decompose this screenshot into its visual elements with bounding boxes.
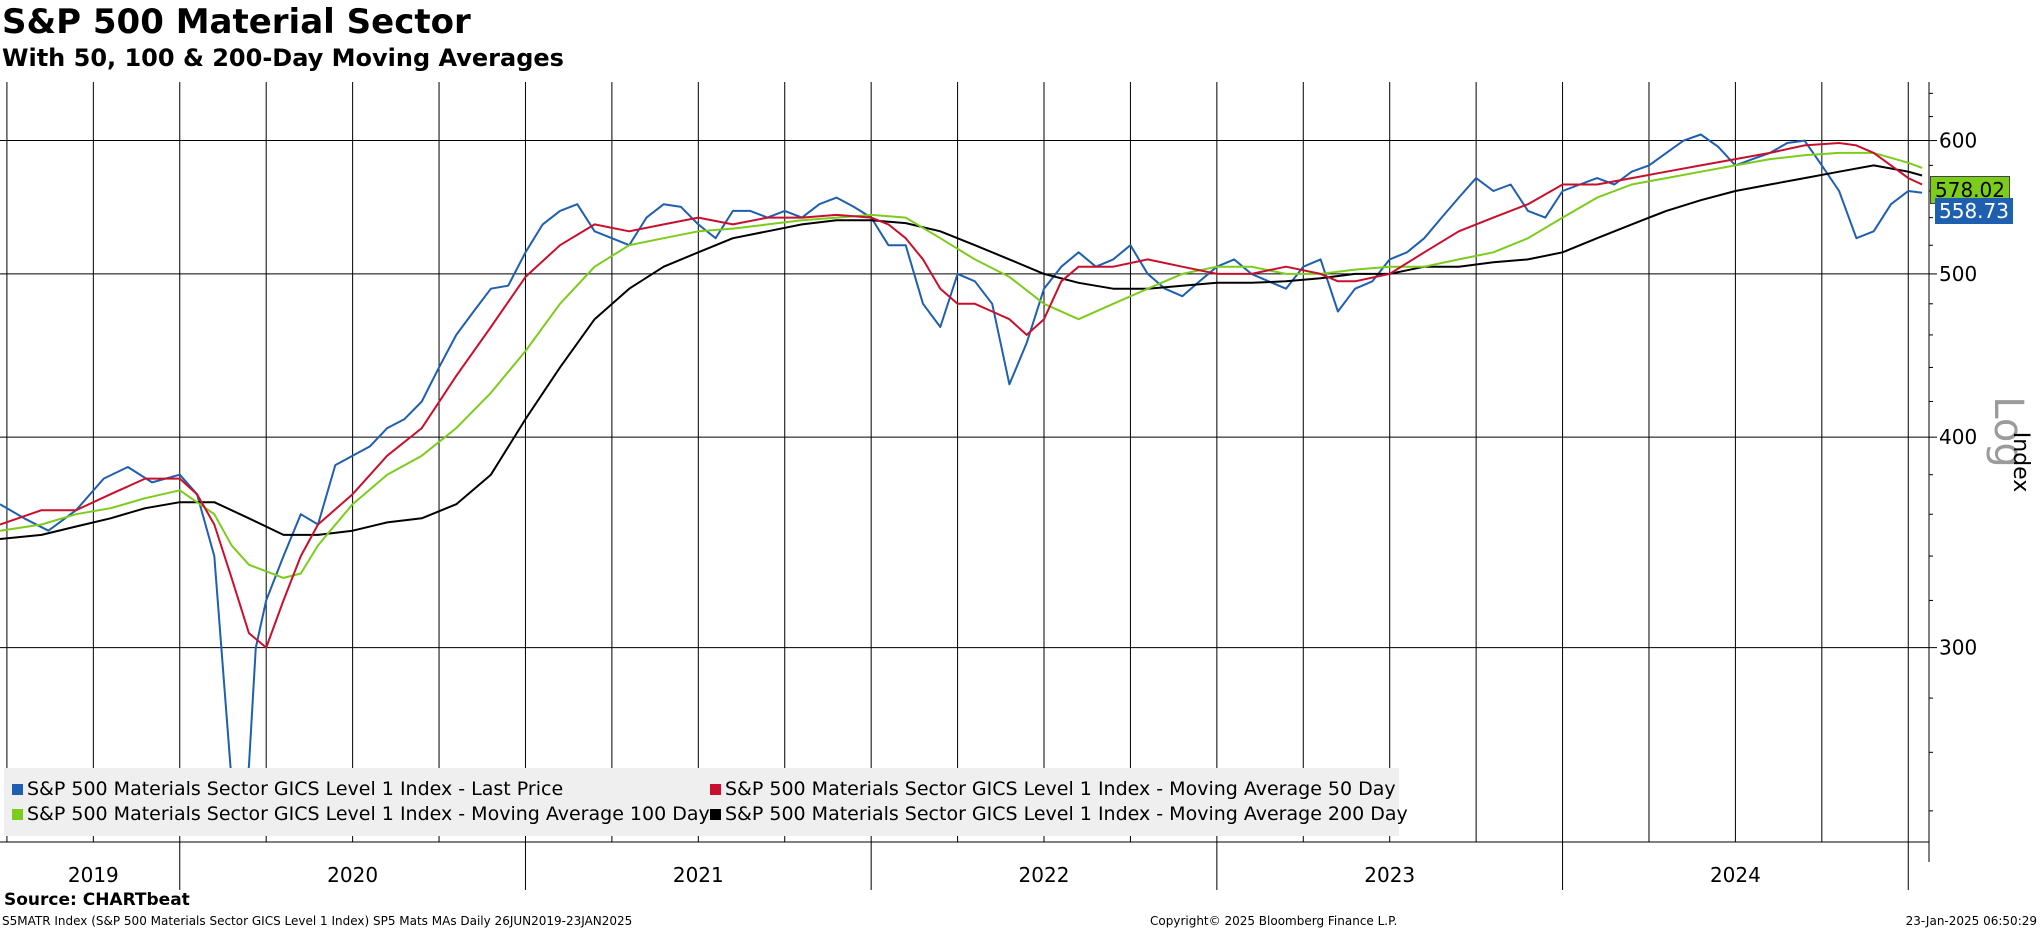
y-axis-title: Index <box>2008 432 2033 493</box>
grid-lines <box>0 82 1929 842</box>
legend-item-ma200: S&P 500 Materials Sector GICS Level 1 In… <box>710 803 1408 825</box>
x-axis: 2019 2020 2021 2022 2023 2024 <box>0 841 1929 890</box>
y-tick-label: 600 <box>1939 129 1977 153</box>
legend-item-last-price: S&P 500 Materials Sector GICS Level 1 In… <box>12 778 563 800</box>
year-label: 2019 <box>68 863 119 887</box>
year-label: 2023 <box>1364 863 1415 887</box>
ticker-line: S5MATR Index (S&P 500 Materials Sector G… <box>2 914 633 928</box>
y-tick-label: 400 <box>1939 425 1977 449</box>
chart-title: S&P 500 Material Sector <box>2 2 471 42</box>
legend-swatch-ma100 <box>12 808 23 820</box>
legend: S&P 500 Materials Sector GICS Level 1 In… <box>4 768 1408 836</box>
series-line-ma200 <box>0 164 1923 540</box>
series-group <box>0 133 1923 828</box>
legend-item-ma100: S&P 500 Materials Sector GICS Level 1 In… <box>12 803 710 825</box>
y-tick-label: 300 <box>1939 636 1977 660</box>
legend-label-last-price: S&P 500 Materials Sector GICS Level 1 In… <box>27 778 564 800</box>
legend-swatch-ma200 <box>710 808 721 820</box>
year-label: 2024 <box>1710 863 1761 887</box>
y-axis: 300 400 500 600 <box>1928 82 1977 862</box>
timestamp: 23-Jan-2025 06:50:29 <box>1905 914 2037 928</box>
log-scale-label: Log <box>1985 396 2031 467</box>
year-label: 2020 <box>327 863 378 887</box>
legend-swatch-last-price <box>12 783 23 795</box>
legend-label-ma200: S&P 500 Materials Sector GICS Level 1 In… <box>725 803 1408 825</box>
copyright: Copyright© 2025 Bloomberg Finance L.P. <box>1150 914 1398 928</box>
last-price-value-tag: 558.73 <box>1935 198 2013 224</box>
year-label: 2021 <box>673 863 724 887</box>
source-note: Source: CHARTbeat <box>4 890 190 910</box>
legend-item-ma50: S&P 500 Materials Sector GICS Level 1 In… <box>710 778 1396 800</box>
chart-subtitle: With 50, 100 & 200-Day Moving Averages <box>2 44 564 72</box>
legend-label-ma100: S&P 500 Materials Sector GICS Level 1 In… <box>27 803 710 825</box>
y-tick-label: 500 <box>1939 262 1977 286</box>
series-line-last-price <box>0 133 1923 828</box>
legend-label-ma50: S&P 500 Materials Sector GICS Level 1 In… <box>725 778 1396 800</box>
series-line-ma50 <box>0 142 1923 649</box>
year-label: 2022 <box>1019 863 1070 887</box>
legend-swatch-ma50 <box>710 783 721 795</box>
series-line-ma100 <box>0 151 1923 579</box>
